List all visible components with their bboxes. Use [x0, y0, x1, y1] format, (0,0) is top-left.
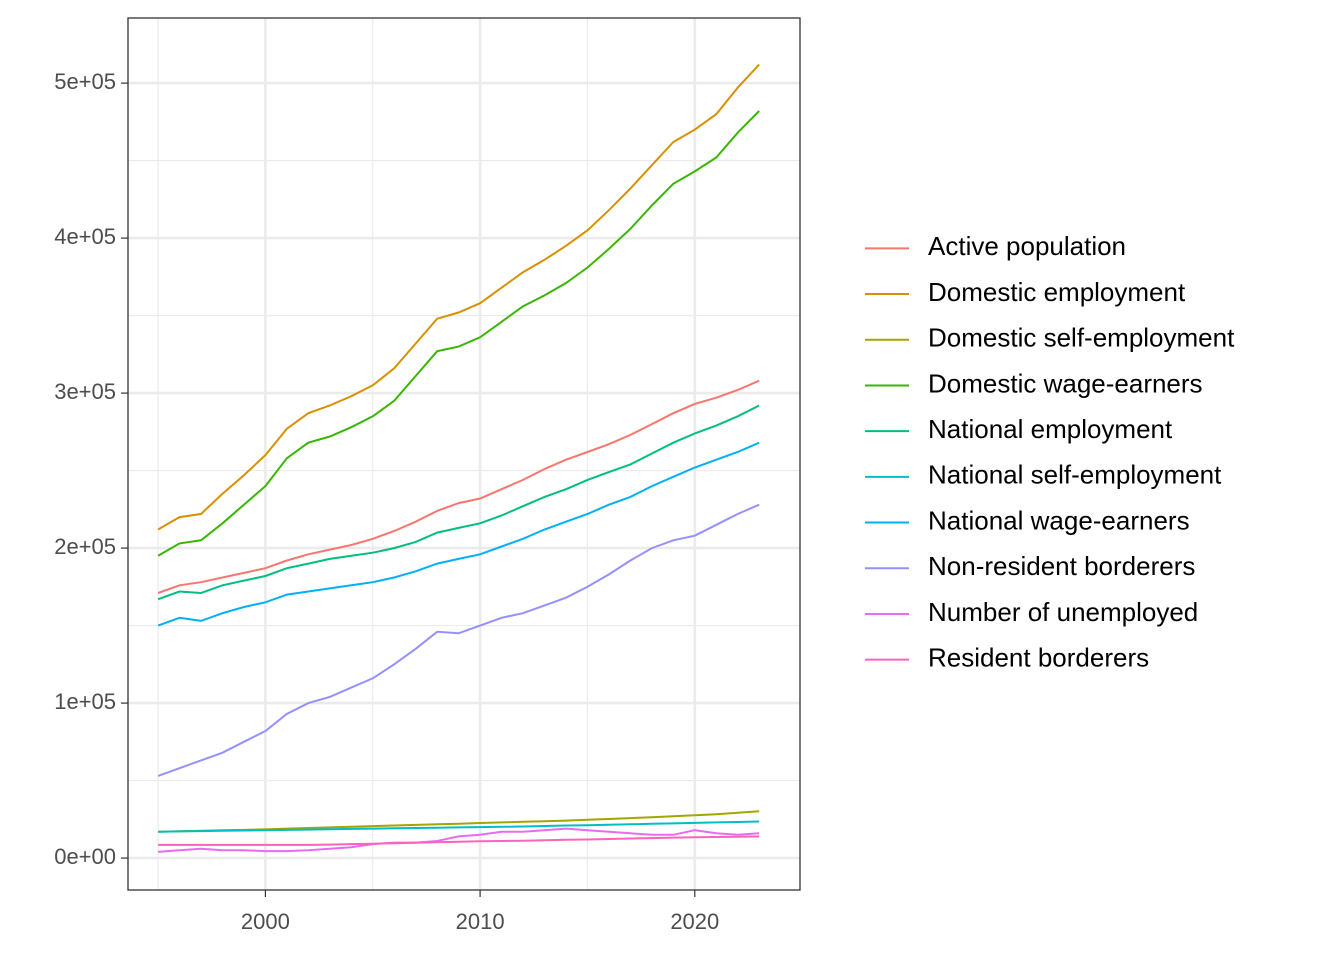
- y-tick-label: 5e+05: [54, 69, 116, 94]
- y-tick-label: 2e+05: [54, 534, 116, 559]
- series-line: [158, 835, 760, 846]
- y-tick-label: 3e+05: [54, 379, 116, 404]
- series-line: [157, 379, 760, 594]
- series-line: [157, 503, 760, 777]
- y-tick-label: 0e+00: [54, 844, 116, 869]
- legend-label: National employment: [928, 414, 1173, 444]
- series-line: [157, 441, 760, 627]
- legend-label: Non-resident borderers: [928, 551, 1195, 581]
- legend-label: Resident borderers: [928, 643, 1149, 673]
- legend-label: Number of unemployed: [928, 597, 1198, 627]
- y-tick-label: 1e+05: [54, 689, 116, 714]
- legend-label: Domestic wage-earners: [928, 368, 1203, 398]
- x-tick-label: 2020: [670, 909, 719, 934]
- legend-label: Domestic employment: [928, 277, 1186, 307]
- legend-label: Active population: [928, 231, 1126, 261]
- legend-label: Domestic self-employment: [928, 323, 1235, 353]
- series-line: [158, 820, 760, 833]
- legend-label: National wage-earners: [928, 505, 1190, 535]
- series-line: [157, 110, 760, 557]
- panel-border: [127, 17, 801, 891]
- x-tick-label: 2000: [241, 909, 290, 934]
- legend-label: National self-employment: [928, 460, 1222, 490]
- series-line: [158, 810, 760, 833]
- legend: Active population Domestic employment Dome…: [865, 231, 1235, 673]
- x-tick-label: 2010: [456, 909, 505, 934]
- y-tick-label: 4e+05: [54, 224, 116, 249]
- series-line: [157, 404, 760, 601]
- series-line: [157, 63, 760, 531]
- series-line: [158, 827, 760, 853]
